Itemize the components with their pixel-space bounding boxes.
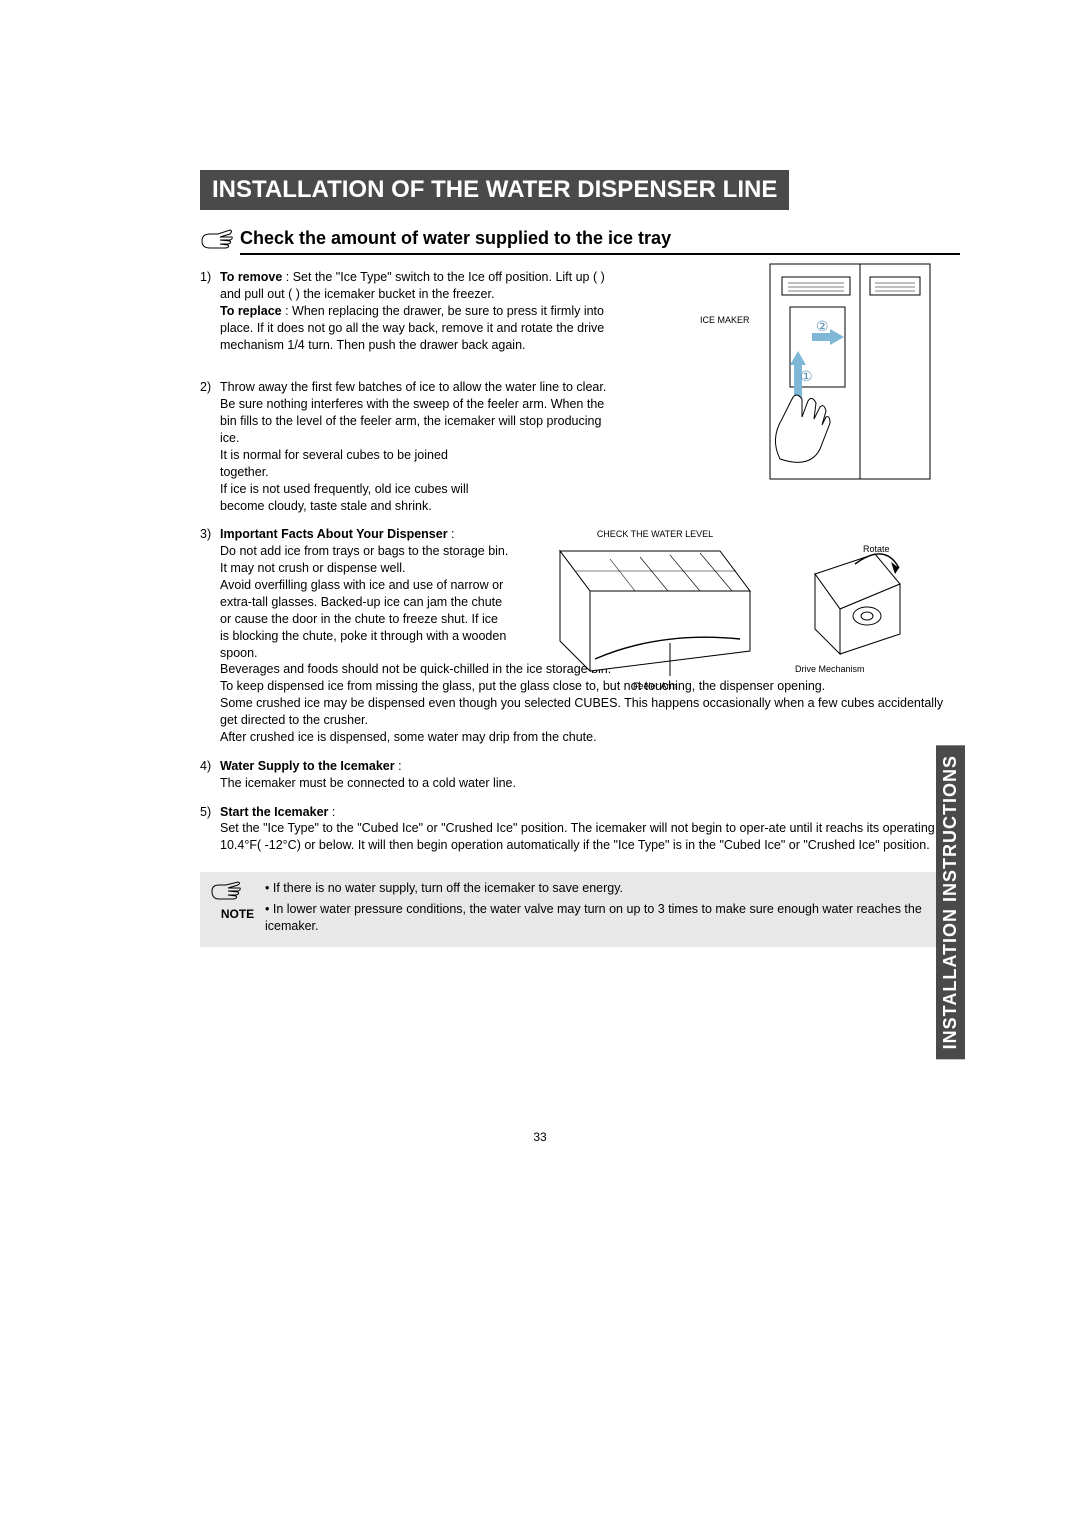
step-2-l4: If ice is not used frequently, old ice c… bbox=[220, 481, 490, 515]
note-hand-icon bbox=[210, 880, 244, 902]
step-5-num: 5) bbox=[200, 804, 220, 855]
step-1-num: 1) bbox=[200, 269, 220, 353]
step-2-l1: Throw away the first few batches of ice … bbox=[220, 379, 620, 396]
step-1-replace-label: To replace bbox=[220, 304, 282, 318]
step-2-l3: It is normal for several cubes to be joi… bbox=[220, 447, 490, 481]
step-3-title: Important Facts About Your Dispenser bbox=[220, 527, 448, 541]
step-3-l1: Do not add ice from trays or bags to the… bbox=[220, 543, 510, 577]
figure-ice-tray: CHECK THE WATER LEVEL Feeler Arm bbox=[540, 529, 770, 691]
page-title: INSTALLATION OF THE WATER DISPENSER LINE bbox=[200, 170, 789, 210]
step-4-title: Water Supply to the Icemaker bbox=[220, 759, 395, 773]
svg-text:②: ② bbox=[816, 318, 829, 334]
side-tab: INSTALLATION INSTRUCTIONS bbox=[936, 745, 965, 1059]
step-4-num: 4) bbox=[200, 758, 220, 792]
hand-point-icon bbox=[200, 228, 240, 254]
svg-text:Rotate: Rotate bbox=[863, 544, 890, 554]
step-2-num: 2) bbox=[200, 379, 220, 514]
figure-fridge: ① ② ICE MAKER bbox=[730, 259, 940, 489]
svg-text:①: ① bbox=[800, 368, 813, 384]
section-heading: Check the amount of water supplied to th… bbox=[240, 228, 960, 255]
figure-drive-mechanism: Rotate Drive Mechanism bbox=[795, 544, 910, 674]
note-b1: • If there is no water supply, turn off … bbox=[265, 880, 950, 897]
step-3-l6: After crushed ice is dispensed, some wat… bbox=[220, 729, 960, 746]
step-4-l1: The icemaker must be connected to a cold… bbox=[220, 775, 960, 792]
note-label: NOTE bbox=[210, 906, 265, 922]
fridge-label: ICE MAKER bbox=[700, 315, 750, 325]
note-box: NOTE • If there is no water supply, turn… bbox=[200, 872, 960, 947]
page-number: 33 bbox=[0, 1130, 1080, 1144]
content-region: ① ② ICE MAKER CHECK THE WATER LEVEL bbox=[200, 269, 960, 947]
step-3-l2: Avoid overfilling glass with ice and use… bbox=[220, 577, 510, 661]
tray-top-label: CHECK THE WATER LEVEL bbox=[540, 529, 770, 539]
step-3-num: 3) bbox=[200, 526, 220, 745]
step-2-l2: Be sure nothing interferes with the swee… bbox=[220, 396, 620, 447]
drive-label: Drive Mechanism bbox=[795, 664, 910, 674]
note-b2: • In lower water pressure conditions, th… bbox=[265, 901, 950, 935]
step-3-l5: Some crushed ice may be dispensed even t… bbox=[220, 695, 960, 729]
step-1-remove-label: To remove bbox=[220, 270, 282, 284]
step-5-title: Start the Icemaker bbox=[220, 805, 328, 819]
tray-bottom-label: Feeler Arm bbox=[540, 681, 770, 691]
step-5-l1: Set the "Ice Type" to the "Cubed Ice" or… bbox=[220, 820, 960, 854]
